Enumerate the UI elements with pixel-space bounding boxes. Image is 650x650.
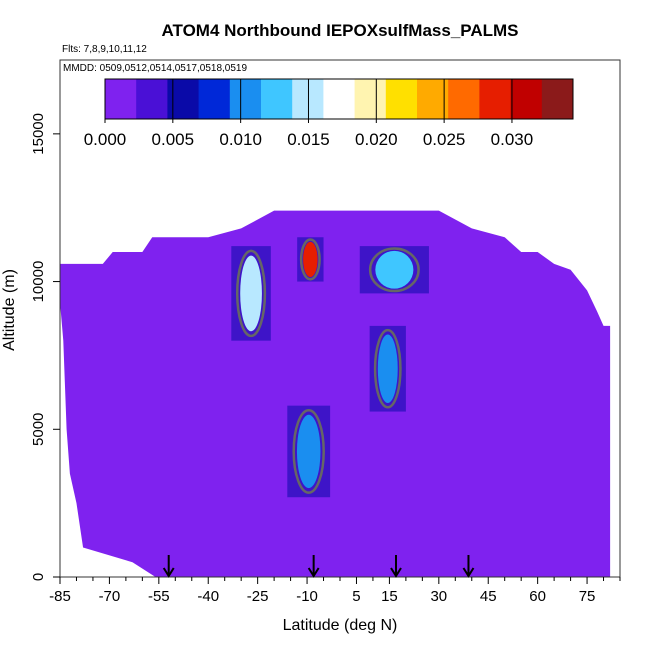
x-tick-label: -10 <box>296 588 318 605</box>
colorbar-swatch <box>448 79 480 119</box>
x-axis-label: Latitude (deg N) <box>283 617 398 634</box>
colorbar-tick-label: 0.020 <box>355 130 398 149</box>
plume-core <box>377 334 398 403</box>
x-tick-label: -70 <box>99 588 121 605</box>
plume-contour <box>368 247 420 293</box>
y-tick-label: 15000 <box>30 113 47 155</box>
colorbar-swatch <box>354 79 387 119</box>
x-tick-label: 30 <box>430 588 447 605</box>
colorbar-tick-label: 0.000 <box>84 130 127 149</box>
chart-title: ATOM4 Northbound IEPOXsulfMass_PALMS <box>161 21 518 40</box>
plume-upper-northern-plume <box>359 246 429 294</box>
colorbar-swatch <box>261 79 293 119</box>
colorbar-tick-label: 0.010 <box>219 130 262 149</box>
coverage-region <box>60 210 611 577</box>
plume-lower-tropical-plume <box>287 405 331 498</box>
plume-contour <box>373 328 402 409</box>
plume-contour <box>235 249 267 338</box>
colorbar-swatch <box>541 79 574 119</box>
colorbar-swatch <box>136 79 168 119</box>
flight-arrow <box>307 555 320 578</box>
colorbar-swatch <box>323 79 356 119</box>
flight-arrow <box>390 555 402 578</box>
plume-mid-northern-plume <box>369 325 406 412</box>
plume-core <box>240 255 262 332</box>
y-tick-label: 0 <box>30 573 47 581</box>
flights-subtitle: Flts: 7,8,9,10,11,12 <box>62 44 147 55</box>
plume-core <box>375 250 414 289</box>
flight-arrow <box>462 555 475 578</box>
colorbar-swatch <box>385 79 418 119</box>
x-tick-label: 5 <box>352 588 360 605</box>
plume-core <box>296 414 321 489</box>
plume-core <box>303 241 318 278</box>
colorbar-swatch <box>417 79 449 119</box>
x-tick-label: 60 <box>529 588 546 605</box>
x-tick-label: -25 <box>247 588 269 605</box>
y-tick-label: 10000 <box>30 261 47 303</box>
plume-contour <box>292 408 325 494</box>
colorbar-tick-label: 0.005 <box>152 130 195 149</box>
colorbar-swatch <box>479 79 512 119</box>
plume-upper-tropical-plume <box>297 237 324 282</box>
colorbar-swatch <box>167 79 200 119</box>
flight-arrows <box>162 555 475 578</box>
colorbar-swatch <box>105 79 137 119</box>
y-axis: 0 5000 10000 15000 <box>30 113 60 581</box>
colorbar-swatch <box>510 79 543 119</box>
plume-upper-southern-plume <box>231 246 271 341</box>
colorbar-swatch <box>198 79 231 119</box>
x-tick-label: 45 <box>480 588 497 605</box>
x-tick-label: -85 <box>49 588 71 605</box>
x-axis: -85 -70 -55 -40 -25 -10 5 15 30 45 60 75 <box>49 577 621 605</box>
dates-subtitle: MMDD: 0509,0512,0514,0517,0518,0519 <box>63 63 247 74</box>
colorbar: 0.000 0.005 0.010 0.015 0.020 0.025 0.030 <box>84 78 574 149</box>
x-tick-label: 75 <box>579 588 596 605</box>
colorbar-tick-label: 0.030 <box>491 130 534 149</box>
flight-arrow <box>162 555 175 578</box>
plume-contour <box>299 238 321 281</box>
x-tick-label: -40 <box>197 588 219 605</box>
colorbar-tick-label: 0.025 <box>423 130 466 149</box>
colorbar-tick-label: 0.015 <box>287 130 330 149</box>
x-tick-label: -55 <box>148 588 170 605</box>
y-tick-label: 5000 <box>30 413 47 446</box>
colorbar-swatch <box>229 79 262 119</box>
plot-area <box>60 210 611 577</box>
colorbar-frame <box>104 78 574 120</box>
y-axis-label: Altitude (m) <box>1 269 18 351</box>
x-tick-label: 15 <box>381 588 398 605</box>
